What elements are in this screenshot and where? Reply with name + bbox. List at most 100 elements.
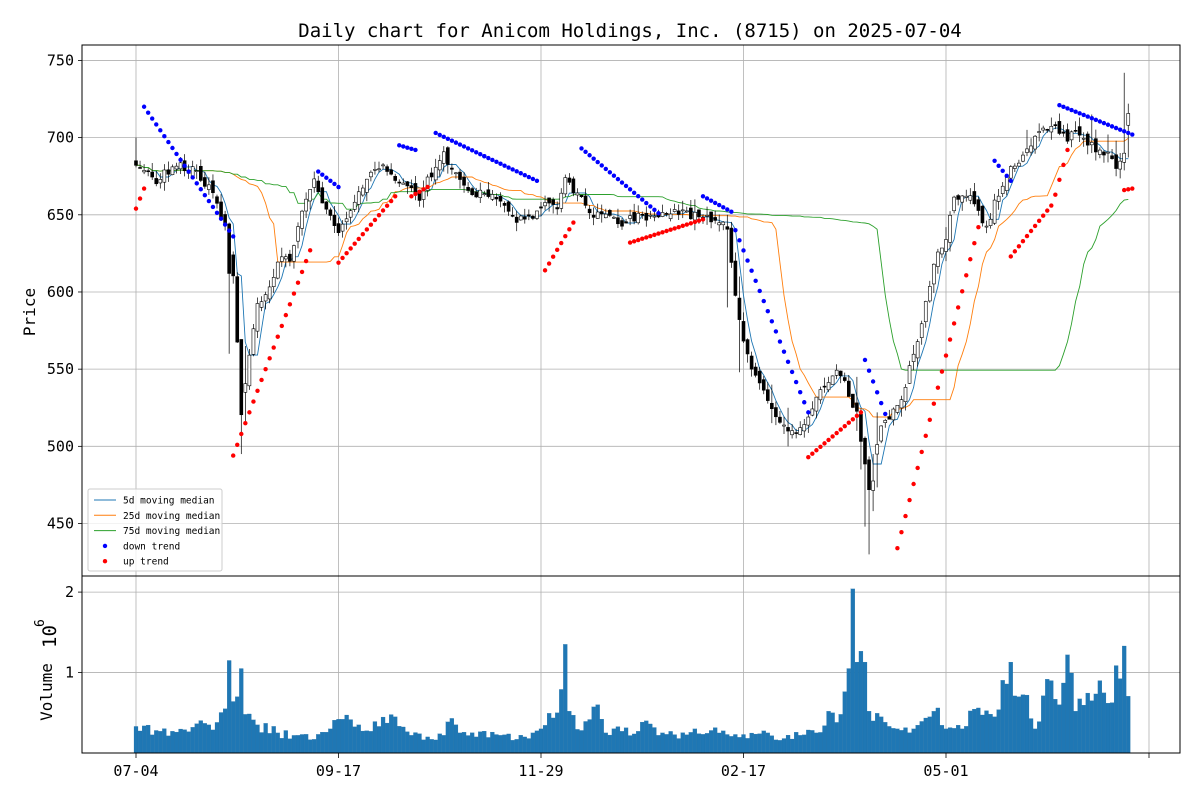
down-trend-dot xyxy=(749,268,754,273)
candle-body xyxy=(1094,138,1098,153)
candle-body xyxy=(579,194,584,198)
volume-bar xyxy=(903,727,908,754)
candle-body xyxy=(555,207,560,210)
candle-body xyxy=(385,166,389,172)
candle-body xyxy=(591,214,596,218)
volume-bar xyxy=(757,733,762,754)
candle-body xyxy=(964,195,969,198)
volume-bar xyxy=(304,734,309,754)
candle-body xyxy=(332,214,337,226)
volume-bar xyxy=(405,731,410,754)
volume-bar xyxy=(263,723,268,754)
legend-entry-label: down trend xyxy=(123,541,180,552)
candle-body xyxy=(952,196,956,212)
volume-bar xyxy=(146,724,151,754)
volume-bar xyxy=(526,738,531,754)
up-trend-dot xyxy=(303,258,309,264)
candle-body xyxy=(680,209,685,212)
candle-body xyxy=(356,191,361,205)
candle-body xyxy=(822,385,827,388)
up-trend-dot xyxy=(688,221,694,226)
volume-bar xyxy=(490,731,495,754)
volume-bar xyxy=(1126,696,1131,754)
down-trend-dot xyxy=(741,248,746,253)
up-trend-dot xyxy=(854,413,860,419)
volume-bar xyxy=(283,730,288,754)
candle-body xyxy=(810,408,815,416)
candle-body xyxy=(535,210,539,219)
candle-body xyxy=(608,210,612,216)
up-trend-dot xyxy=(1024,233,1030,239)
up-trend-dot xyxy=(810,451,815,456)
candle-body xyxy=(846,380,851,397)
volume-bar xyxy=(413,732,418,754)
volume-bar xyxy=(202,723,207,754)
up-trend-dot xyxy=(927,417,932,422)
down-trend-dot xyxy=(141,104,147,109)
up-trend-dot xyxy=(344,250,349,256)
down-trend-dot xyxy=(328,178,333,184)
candle-body xyxy=(717,222,722,226)
candle-body xyxy=(247,354,252,387)
volume-bar xyxy=(1109,702,1115,754)
volume-bar xyxy=(559,689,564,754)
up-trend-dot xyxy=(648,233,653,239)
down-trend-dot xyxy=(1085,114,1090,119)
volume-bar xyxy=(295,735,301,754)
volume-bar xyxy=(482,731,487,754)
candle-body xyxy=(879,425,884,442)
volume-bar xyxy=(899,730,904,754)
volume-bar xyxy=(1041,695,1046,754)
up-trend-dot xyxy=(968,257,973,262)
up-trend-dot xyxy=(1008,254,1013,259)
candle-body xyxy=(1013,165,1017,169)
volume-bar xyxy=(822,725,827,754)
down-trend-dot xyxy=(773,329,779,334)
candle-body xyxy=(215,196,219,204)
candle-body xyxy=(1049,125,1054,133)
volume-bar xyxy=(486,737,491,754)
up-trend-dot xyxy=(895,546,900,551)
down-trend-dot xyxy=(522,172,527,178)
up-trend-dot xyxy=(563,233,568,239)
down-trend-dot xyxy=(1126,130,1131,136)
candle-body xyxy=(672,209,677,212)
down-trend-dot xyxy=(712,200,718,206)
down-trend-dot xyxy=(194,181,199,186)
candle-body xyxy=(842,377,847,381)
candle-body xyxy=(239,339,244,416)
volume-bar xyxy=(619,731,625,754)
down-trend-dot xyxy=(866,368,872,373)
volume-bar xyxy=(627,735,633,754)
candle-body xyxy=(919,323,924,338)
volume-bar xyxy=(810,730,815,754)
down-trend-dot xyxy=(166,139,171,145)
up-trend-dot xyxy=(696,218,702,223)
up-trend-dot xyxy=(380,208,386,213)
up-trend-dot xyxy=(263,366,268,372)
volume-bar xyxy=(644,720,649,754)
up-trend-dot xyxy=(255,388,260,393)
candle-body xyxy=(1114,154,1118,169)
down-trend-dot xyxy=(729,209,734,214)
volume-bar xyxy=(753,733,758,754)
volume-bar xyxy=(133,726,139,754)
volume-bar xyxy=(1057,704,1062,754)
candle-body xyxy=(1061,131,1066,134)
candle-body xyxy=(227,223,231,274)
volume-bar xyxy=(498,735,503,754)
candle-body xyxy=(774,407,778,418)
volume-bar xyxy=(376,726,382,754)
down-trend-dot xyxy=(636,193,641,199)
candle-body xyxy=(166,169,171,175)
legend-entry-label: up trend xyxy=(123,557,169,568)
down-trend-dot xyxy=(802,400,807,405)
volume-bar xyxy=(895,728,900,754)
volume-bar xyxy=(368,731,373,754)
volume-bar xyxy=(802,734,807,754)
volume-bar xyxy=(275,732,280,754)
candle-body xyxy=(255,303,260,332)
down-trend-dot xyxy=(623,183,629,189)
up-trend-dot xyxy=(972,240,977,246)
